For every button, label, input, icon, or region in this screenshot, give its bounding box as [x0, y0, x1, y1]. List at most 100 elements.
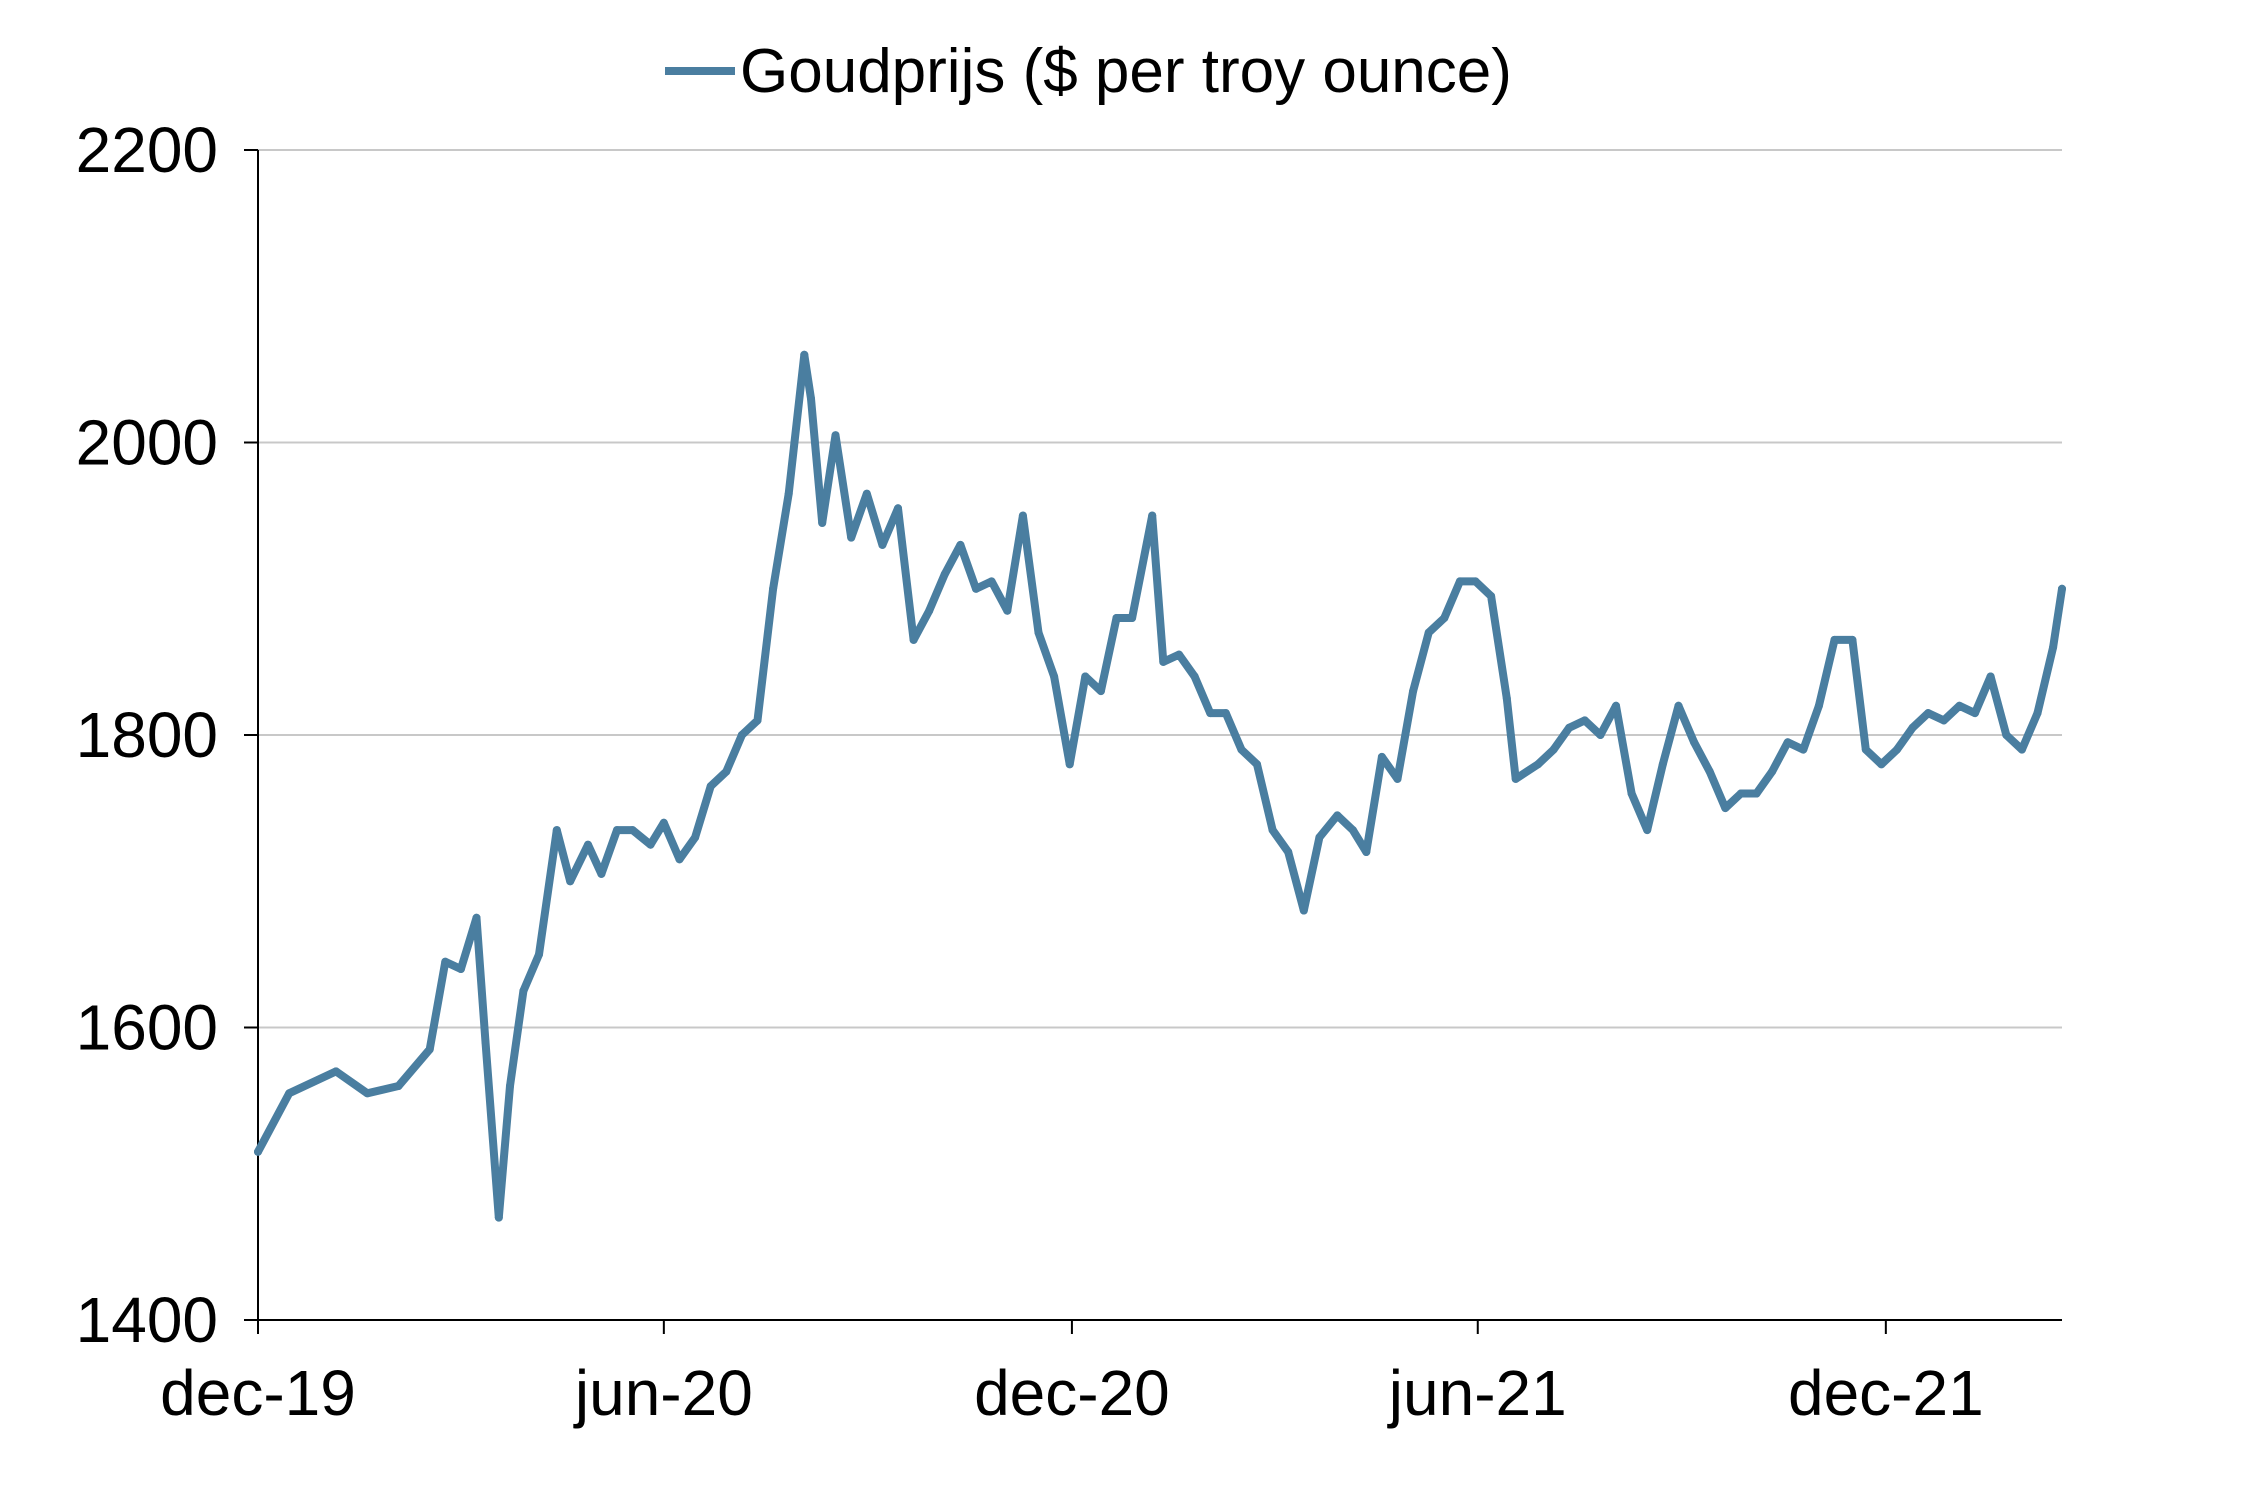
data-point [1799, 745, 1808, 754]
data-point [646, 840, 655, 849]
data-point [1471, 577, 1480, 586]
data-point [675, 855, 684, 864]
data-point [878, 540, 887, 549]
data-point [1768, 767, 1777, 776]
data-point [1377, 752, 1386, 761]
data-point [1206, 709, 1215, 718]
data-point [2002, 731, 2011, 739]
data-point [987, 577, 996, 586]
data-point [1502, 694, 1511, 703]
data-point [332, 1067, 340, 1076]
data-point [1752, 789, 1761, 798]
data-point [1362, 848, 1371, 856]
data-point [254, 1147, 262, 1156]
data-point [1190, 672, 1199, 681]
data-point [1908, 723, 1917, 732]
data-point [831, 431, 840, 440]
data-point [1050, 672, 1059, 681]
x-tick-label: jun-21 [1387, 1357, 1567, 1429]
y-tick-label: 1600 [76, 992, 218, 1064]
data-point [1643, 826, 1652, 835]
x-tick-label: dec-21 [1788, 1357, 1984, 1429]
data-point [847, 533, 856, 542]
data-point [1580, 716, 1589, 725]
data-point [1565, 723, 1574, 732]
data-point [722, 767, 731, 776]
data-point [1159, 657, 1168, 666]
y-tick-label: 2200 [76, 114, 218, 186]
data-point [1221, 709, 1230, 718]
data-point [628, 826, 637, 835]
data-point [1333, 811, 1342, 820]
data-point [784, 489, 793, 498]
legend-label: Goudprijs ($ per troy ounce) [740, 37, 1512, 106]
data-point [1148, 511, 1157, 520]
data-point [972, 584, 980, 593]
data-point [1081, 672, 1090, 681]
data-point [584, 840, 592, 849]
data-point [1705, 767, 1714, 776]
legend: Goudprijs ($ per troy ounce) [665, 37, 1512, 106]
data-point [1971, 709, 1979, 718]
data-point [1003, 606, 1012, 615]
data-point [494, 1213, 503, 1222]
data-point [506, 1082, 514, 1090]
data-point [2033, 709, 2042, 718]
data-point [1018, 511, 1027, 520]
data-point [894, 504, 902, 513]
data-point [1237, 745, 1246, 754]
data-point [1112, 614, 1121, 622]
data-point [1955, 701, 1964, 710]
data-point [1612, 701, 1620, 710]
data-point [1409, 687, 1418, 696]
data-point [363, 1089, 372, 1098]
data-point [613, 826, 621, 835]
data-point [1487, 592, 1496, 601]
data-point [1299, 906, 1308, 915]
data-point [566, 877, 575, 886]
data-point [2049, 643, 2058, 652]
data-point [1830, 635, 1839, 644]
data-point [1924, 709, 1933, 718]
x-tick-label: dec-20 [974, 1357, 1170, 1429]
x-tick-label: jun-20 [573, 1357, 753, 1429]
x-axis-ticks: dec-19 jun-20 dec-20 jun-21 dec-21 [160, 1320, 1984, 1429]
data-point [1034, 628, 1043, 637]
data-point [940, 570, 949, 579]
x-tick-label: dec-19 [160, 1357, 356, 1429]
data-point [1861, 745, 1870, 754]
data-point [1175, 650, 1183, 659]
data-point [1511, 774, 1520, 783]
data-point [456, 965, 465, 973]
data-point [1549, 745, 1558, 754]
data-point [1814, 701, 1823, 710]
data-point [535, 950, 543, 959]
data-point [1627, 789, 1636, 798]
data-point [1284, 848, 1293, 856]
data-point [753, 716, 762, 725]
data-point [472, 913, 481, 922]
data-point [1424, 628, 1433, 637]
data-point [1315, 833, 1324, 842]
data-point [956, 540, 965, 549]
data-point [1393, 774, 1402, 783]
y-tick-label: 1400 [76, 1284, 218, 1356]
data-point [1939, 716, 1948, 725]
data-point [659, 818, 668, 827]
data-point [1877, 760, 1886, 769]
series-line [254, 350, 2066, 1222]
data-point [1848, 635, 1857, 644]
axes [257, 150, 2062, 1321]
data-point [1065, 760, 1074, 769]
data-point [800, 350, 809, 359]
y-axis-ticks: 1400 1600 1800 2000 2200 [76, 114, 218, 1356]
data-point [1674, 701, 1683, 710]
data-point [1128, 614, 1137, 622]
data-point [706, 782, 715, 791]
data-point [519, 986, 528, 995]
data-point [1658, 760, 1667, 769]
data-point [1893, 745, 1901, 754]
data-point [1348, 826, 1357, 835]
data-point [909, 635, 918, 644]
data-point [807, 394, 815, 403]
